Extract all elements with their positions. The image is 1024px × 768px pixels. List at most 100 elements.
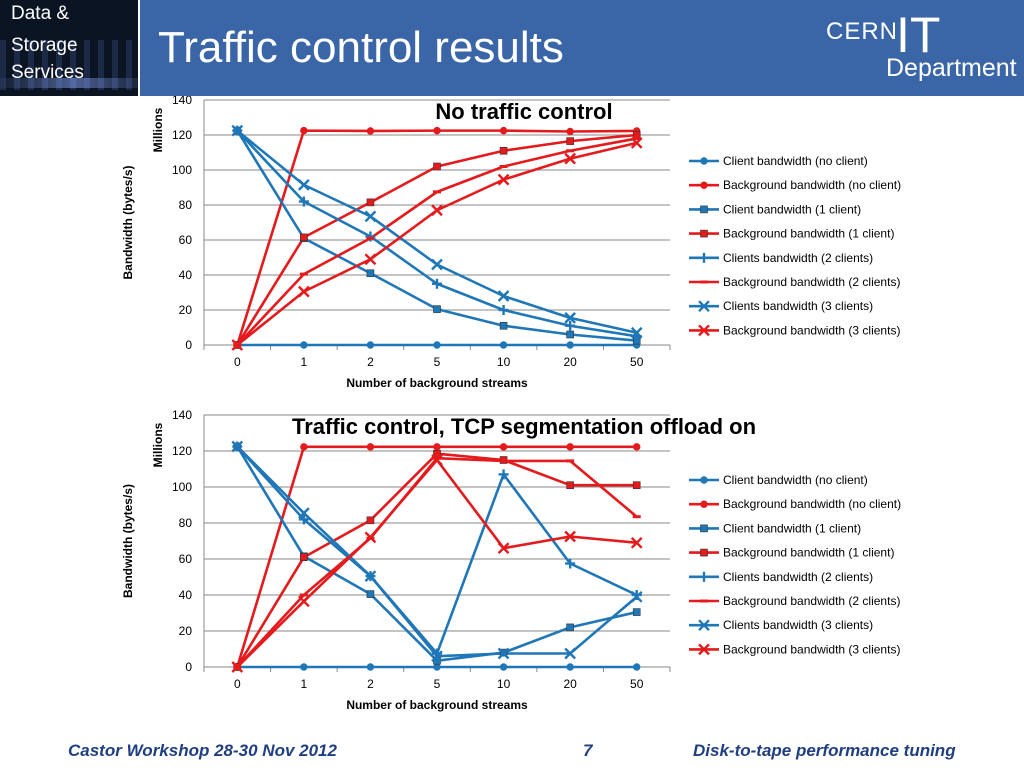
chart2-legend-label-3: Background bandwidth (1 client) [723,546,894,560]
chart2-series-6-point-5 [564,647,576,660]
chart1-legend-item-2: Client bandwidth (1 client) [689,202,861,216]
chart1-series-2-point-3 [433,305,441,313]
chart2-y-unit-label: Millions [151,422,165,467]
chart1-series-1-point-1-shape [300,126,308,135]
chart1-legend-marker-6-d2 [698,300,710,313]
cern-it-department-logo: CERN IT Department [822,7,1022,84]
chart1-series-7-point-4 [497,173,510,186]
chart1-series-7-point-3-d2 [431,204,443,217]
chart2-series-1-point-3-shape [433,443,441,451]
chart1-series-6-point-3-d2 [431,258,443,271]
chart1-series-1-point-1 [300,126,308,135]
chart2-legend-marker-0 [700,476,708,484]
chart1-series-7-point-5 [564,152,576,165]
chart2-legend-label-2: Client bandwidth (1 client) [723,521,861,535]
chart1-series-0-point-4 [499,341,508,349]
chart2-series-3-line [236,452,637,668]
chart2-title: Traffic control, TCP segmentation offloa… [292,414,756,439]
chart2-series-6-point-3 [431,650,443,663]
chart1-series-6-point-3 [431,258,443,271]
chart1-series-7-point-1-d2 [298,285,310,298]
chart1-legend-marker-1 [700,181,708,189]
chart1-series-1-point-3 [433,126,441,135]
chart1-series-2-point-2 [366,269,375,278]
chart1-x-axis-label: Number of background streams [346,376,528,390]
chart1-legend-marker-0-shape [700,157,708,165]
chart2-series-6-point-2-d2 [364,570,377,582]
data-storage-services-badge: Data & Storage Services [0,0,140,96]
chart1-legend-label-4: Clients bandwidth (2 clients) [723,251,873,265]
chart1-legend-marker-7 [698,324,710,337]
chart1-series-3-point-3 [433,162,441,171]
chart2-series-4-line [236,445,638,655]
chart2-legend-label-6: Clients bandwidth (3 clients) [723,618,873,632]
chart1-legend-item-3: Background bandwidth (1 client) [689,227,894,241]
chart1-series-3-point-1-shape [300,233,308,242]
chart1-series-7-point-1 [298,285,310,298]
chart1-x-tick-label-2: 2 [367,355,374,369]
chart1-legend-marker-1-shape [700,181,708,189]
chart1-x-tick-label-1: 1 [301,355,308,369]
chart1-series-7-point-4-d2 [497,173,510,186]
chart2-series-3-point-2 [366,516,375,525]
chart2-legend-marker-7 [698,643,710,656]
chart2-series-0-point-6 [633,663,641,671]
chart1-series-1-point-5-shape [566,127,574,136]
footer-topic: Disk-to-tape performance tuning [693,741,956,760]
chart2-series-0-point-2 [366,663,375,671]
chart1-legend-marker-4 [699,252,709,263]
footer-page-number: 7 [583,741,593,760]
chart2-legend-marker-1 [700,500,708,508]
chart1-series-1-point-2-shape [366,127,375,135]
chart2-legend-label-4: Clients bandwidth (2 clients) [723,570,873,584]
chart1-x-tick-label-3: 5 [434,355,441,369]
chart1-legend-item-1: Background bandwidth (no client) [689,178,901,192]
chart1-x-tick-label-0: 0 [234,355,241,369]
chart2-y-tick-label-7: 140 [172,410,192,422]
chart2-legend-marker-2 [700,524,708,533]
chart2-series-3-point-5 [566,481,574,489]
chart1-legend-marker-2 [700,205,708,214]
chart2-series-0-point-2-shape [366,663,375,671]
chart2-legend-item-3: Background bandwidth (1 client) [689,546,894,560]
chart1-legend-marker-6 [698,300,710,313]
chart1-series-3-point-3-shape [433,162,441,171]
chart1-series-3-point-5-shape [566,137,574,145]
chart1-y-tick-label-5: 100 [172,163,192,177]
chart2-series-6-point-0 [231,440,244,453]
chart2-series-0-point-4-shape [499,663,508,671]
chart1-legend-item-0: Client bandwidth (no client) [689,154,868,168]
chart2-series-3-point-6 [632,481,641,489]
slide-header: Data & Storage Services Traffic control … [0,0,1024,96]
chart2-series-7-point-4 [497,542,510,555]
chart1-legend-item-4: Clients bandwidth (2 clients) [689,251,873,265]
chart2-series-1-point-2 [366,443,375,451]
chart1-series-0-point-5-shape [566,341,574,349]
chart1-series-2-point-4 [499,321,508,330]
chart2-legend-item-6: Clients bandwidth (3 clients) [689,618,873,632]
chart2-legend-label-1: Background bandwidth (no client) [723,497,901,511]
chart1-title: No traffic control [435,99,612,124]
badge-light-streak [0,78,138,88]
chart2-series-2-point-5 [566,623,574,632]
chart2-series-2-point-2 [366,590,375,598]
chart2-legend-item-5: Background bandwidth (2 clients) [689,594,900,608]
chart2-series-1-point-2-shape [366,443,375,451]
chart1-series-7-point-6 [630,137,643,149]
chart1-legend-marker-2-shape [700,205,708,214]
chart2-series-6-point-6-d2 [630,590,643,603]
chart1-series-6-point-2-d2 [364,210,377,223]
chart2-series-1-point-4-shape [499,443,508,451]
chart2-series-1-point-5-shape [566,443,574,451]
chart2-legend-marker-3-shape [700,548,708,557]
chart1-y-unit-label: Millions [151,107,165,152]
chart2-series-1-point-5 [566,443,574,451]
chart1-legend-marker-3 [700,229,708,238]
chart1-legend-item-7: Background bandwidth (3 clients) [689,323,900,337]
chart1-legend-label-7: Background bandwidth (3 clients) [723,323,900,337]
chart1-series-4-point-3 [432,278,442,289]
chart2-series-1-point-1-shape [300,443,308,451]
chart1-legend-marker-0 [700,157,708,165]
chart1-series-6-point-6-d2 [630,326,643,339]
chart1-series-6-point-0-d2 [231,124,244,137]
